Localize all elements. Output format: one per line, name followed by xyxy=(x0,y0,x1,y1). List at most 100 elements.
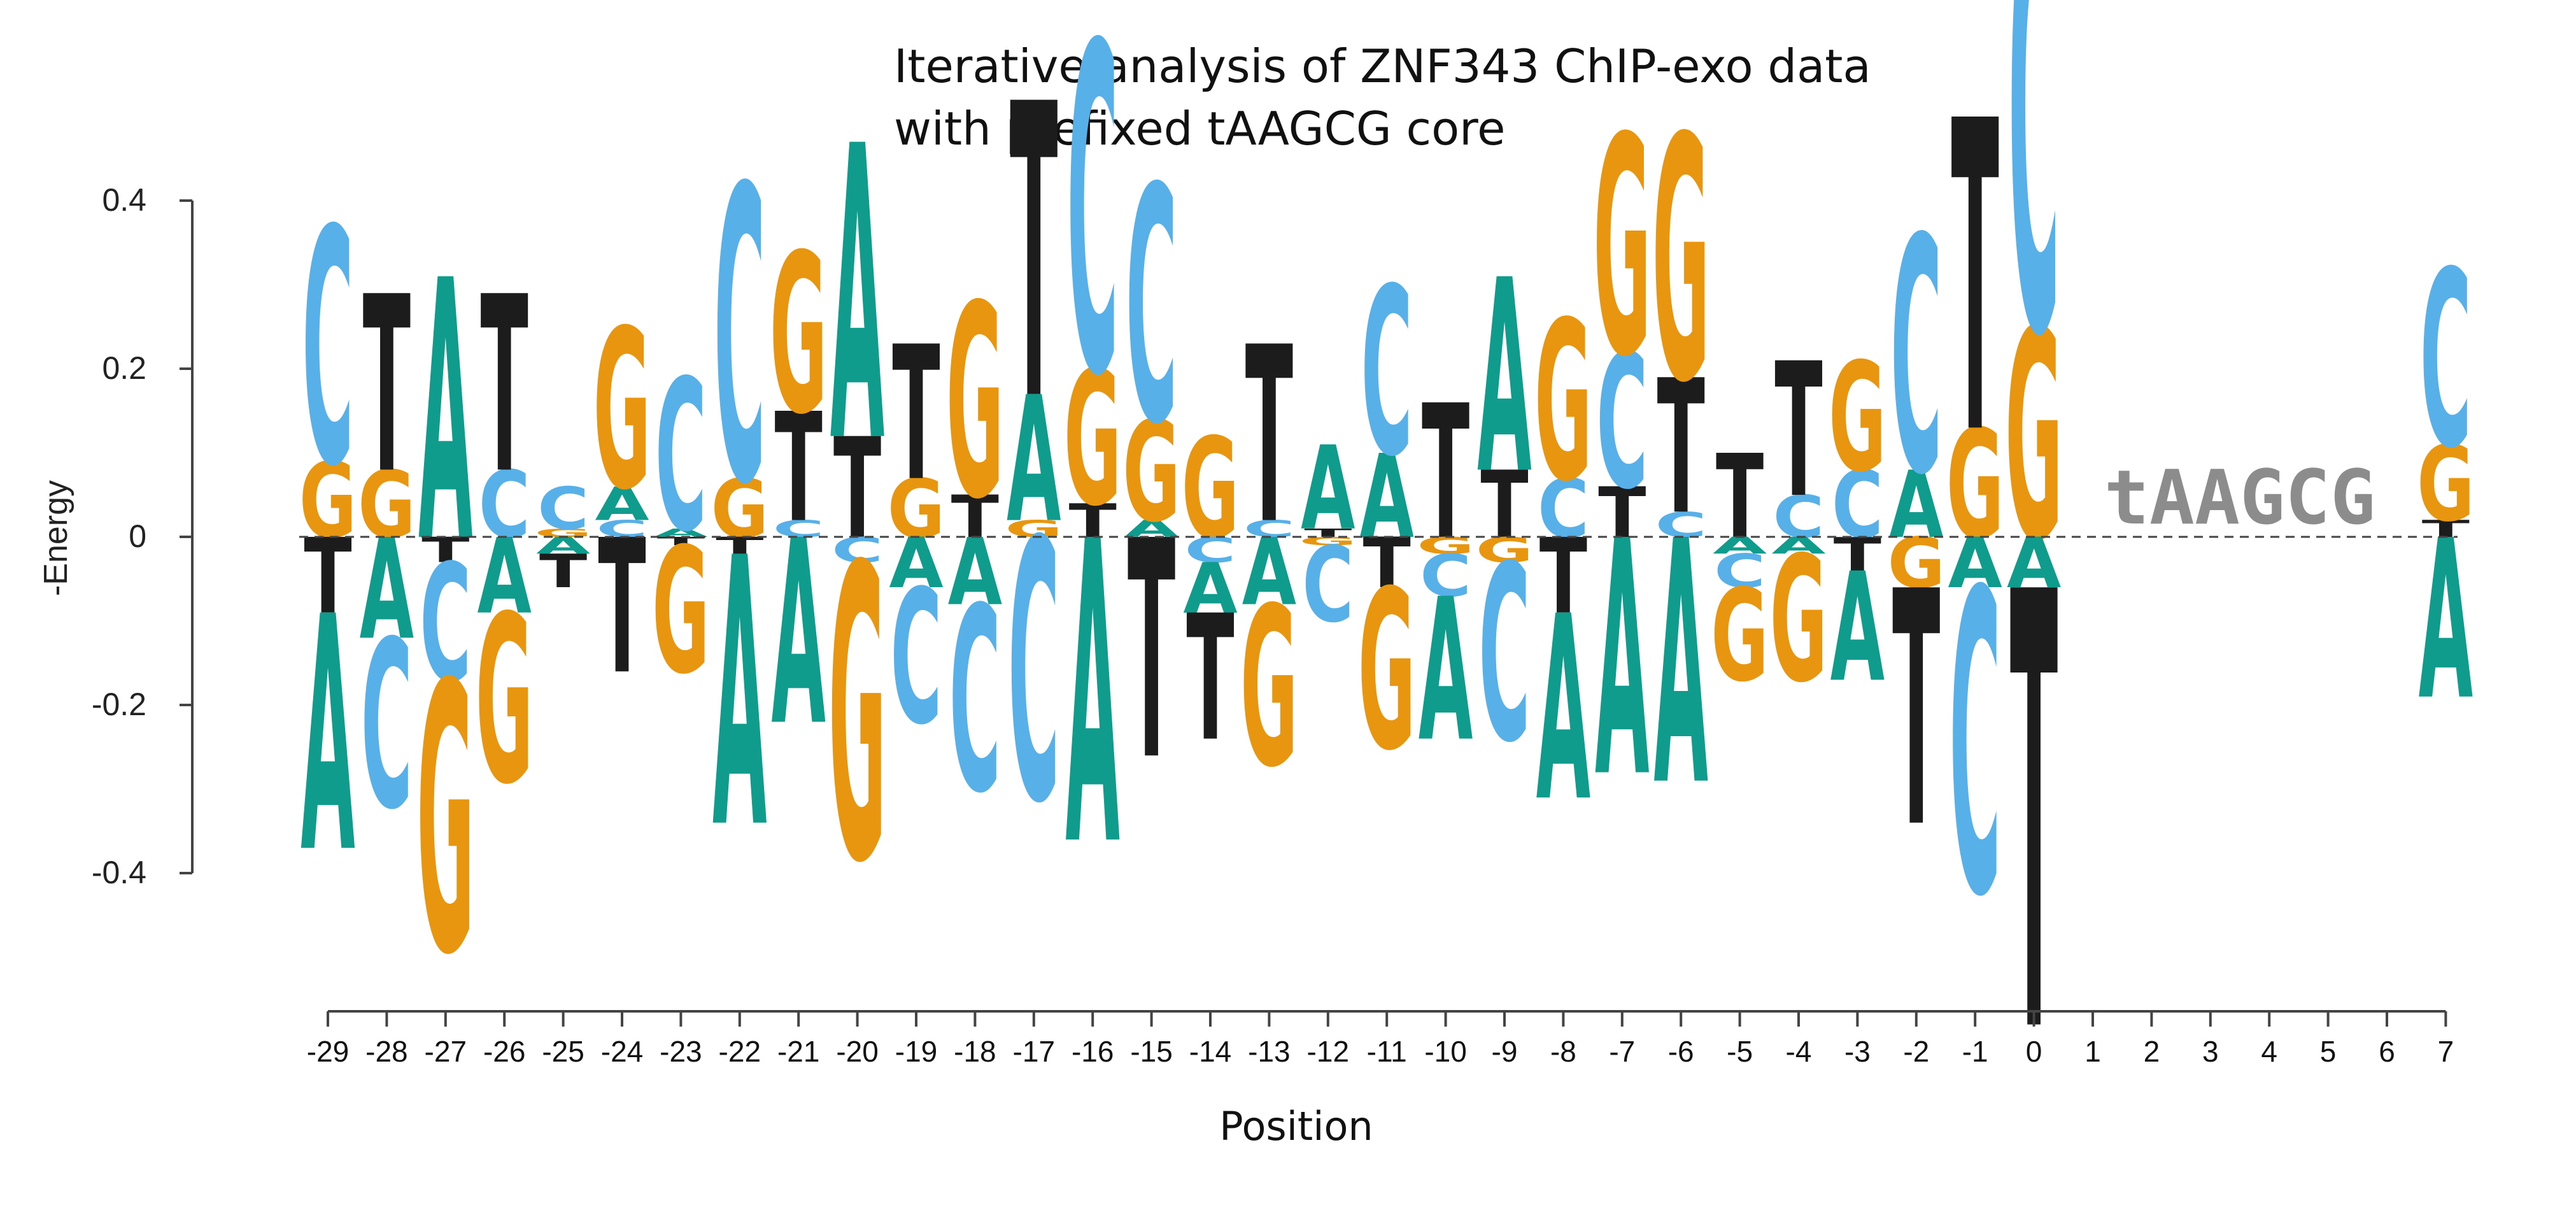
logo-letter-G: G xyxy=(1652,68,1710,456)
chart-title: Iterative analysis of ZNF343 ChIP-exo da… xyxy=(894,39,1871,93)
logo-letter-G: G xyxy=(593,284,651,539)
logo-letter-G: G xyxy=(1122,392,1180,553)
logo-letter-G: G xyxy=(888,463,945,557)
logo-letter-C: C xyxy=(891,551,942,765)
logo-letter-T: T xyxy=(775,381,823,556)
x-axis-label: Position xyxy=(1219,1103,1373,1149)
logo-letter-G: G xyxy=(1711,562,1768,709)
logo-letter-T: T xyxy=(1716,431,1764,564)
logo-letter-A: A xyxy=(1301,422,1355,556)
logo-letter-G: G xyxy=(1358,544,1415,799)
x-tick-label: -22 xyxy=(718,1035,761,1068)
logo-letter-C: C xyxy=(2420,220,2472,502)
x-tick-label: -9 xyxy=(1491,1035,1518,1068)
y-tick-label: 0.2 xyxy=(102,350,146,386)
logo-letter-G: G xyxy=(711,463,768,557)
logo-letter-A: A xyxy=(1654,471,1709,860)
logo-letter-G: G xyxy=(476,568,534,836)
logo-letter-G: G xyxy=(2417,424,2474,545)
logo-letter-G: G xyxy=(770,208,827,463)
x-tick-label: -23 xyxy=(660,1035,702,1068)
logo-letter-G: G xyxy=(652,511,709,713)
logo-letter-T: T xyxy=(1422,366,1469,581)
x-tick-label: 7 xyxy=(2437,1035,2454,1068)
logo-letter-A: A xyxy=(1595,472,1650,848)
x-axis-ticks xyxy=(327,1011,2447,1027)
logo-letter-T: T xyxy=(1069,494,1117,548)
logo-letter-T: T xyxy=(304,516,351,637)
logo-letter-T: T xyxy=(1539,516,1587,637)
logo-letter-C: C xyxy=(1067,0,1119,476)
logo-letter-T: T xyxy=(363,246,411,528)
logo-letter-C: C xyxy=(773,516,824,543)
x-tick-label: -4 xyxy=(1785,1035,1812,1068)
logo-letter-T: T xyxy=(539,544,588,599)
logo-letter-A: A xyxy=(1477,224,1532,532)
logo-letter-T: T xyxy=(1186,578,1234,779)
logo-letter-T: T xyxy=(2010,469,2058,1167)
logo-letter-A: A xyxy=(1066,455,1121,938)
x-tick-label: -10 xyxy=(1424,1035,1467,1068)
logo-letter-C: C xyxy=(1890,169,1942,546)
logo-letter-T: T xyxy=(892,307,940,522)
x-tick-label: -7 xyxy=(1609,1035,1636,1068)
logo-letter-C: C xyxy=(1479,515,1531,797)
x-tick-label: -12 xyxy=(1306,1035,1350,1068)
logo-letter-A: A xyxy=(1183,548,1238,629)
x-tick-label: -16 xyxy=(1071,1035,1114,1068)
logo-letter-G: G xyxy=(1240,562,1298,816)
logo-letter-C: C xyxy=(1243,516,1295,543)
x-tick-label: 2 xyxy=(2143,1035,2160,1068)
x-tick-label: -26 xyxy=(483,1035,526,1068)
logo-letter-T: T xyxy=(481,246,529,528)
logo-letter-T: T xyxy=(1657,341,1705,555)
x-tick-label: -19 xyxy=(895,1035,938,1068)
logo-letter-G: G xyxy=(1064,332,1122,547)
logo-letter-C: C xyxy=(1420,542,1471,609)
x-tick-label: 3 xyxy=(2202,1035,2219,1068)
logo-letter-C: C xyxy=(597,516,648,543)
logo-letter-G: G xyxy=(299,441,357,562)
x-tick-label: -2 xyxy=(1903,1035,1930,1068)
x-tick-label: -24 xyxy=(600,1035,644,1068)
x-tick-label: 5 xyxy=(2319,1035,2337,1068)
logo-letter-T: T xyxy=(716,532,763,559)
logo-letter-C: C xyxy=(2008,0,2060,472)
logo-letter-C: C xyxy=(420,531,471,718)
logo-letter-A: A xyxy=(1007,360,1061,561)
logo-letter-A: A xyxy=(1124,516,1179,543)
x-tick-label: -28 xyxy=(365,1035,408,1068)
logo-letter-T: T xyxy=(1010,20,1058,490)
logo-letter-A: A xyxy=(1536,562,1591,857)
logo-letter-G: G xyxy=(1829,331,1886,506)
y-tick-label: -0.2 xyxy=(91,687,146,722)
x-tick-label: 1 xyxy=(2084,1035,2101,1068)
x-tick-label: -18 xyxy=(954,1035,996,1068)
x-tick-label: -20 xyxy=(836,1035,879,1068)
logo-letter-C: C xyxy=(1832,452,1883,559)
logo-letter-T: T xyxy=(1128,478,1176,827)
x-tick-label: 0 xyxy=(2025,1035,2042,1068)
y-tick-label: 0.4 xyxy=(102,182,146,218)
chart-subtitle: with prefixed tAAGCG core xyxy=(894,102,1506,155)
logo-letter-C: C xyxy=(1361,240,1413,508)
logo-letter-T: T xyxy=(1892,523,1941,899)
y-axis-label: -Energy xyxy=(38,480,74,597)
logo-letter-C: C xyxy=(1596,315,1648,530)
x-tick-label: -6 xyxy=(1667,1035,1694,1068)
logo-letter-G: G xyxy=(2005,269,2062,606)
logo-letter-C: C xyxy=(1008,467,1059,882)
logo-letter-A: A xyxy=(712,481,767,911)
core-label: tAAGCG xyxy=(2104,453,2375,541)
logo-letter-C: C xyxy=(537,474,589,542)
logo-letter-T: T xyxy=(1774,324,1822,539)
logo-letter-A: A xyxy=(1889,452,1943,559)
logo-letter-G: G xyxy=(828,483,886,952)
x-tick-label: 6 xyxy=(2379,1035,2395,1068)
logo-letter-C: C xyxy=(1655,505,1707,545)
logo-letter-A: A xyxy=(2419,494,2473,749)
logo-letter-T: T xyxy=(1245,296,1294,578)
logo-letter-A: A xyxy=(830,62,885,532)
